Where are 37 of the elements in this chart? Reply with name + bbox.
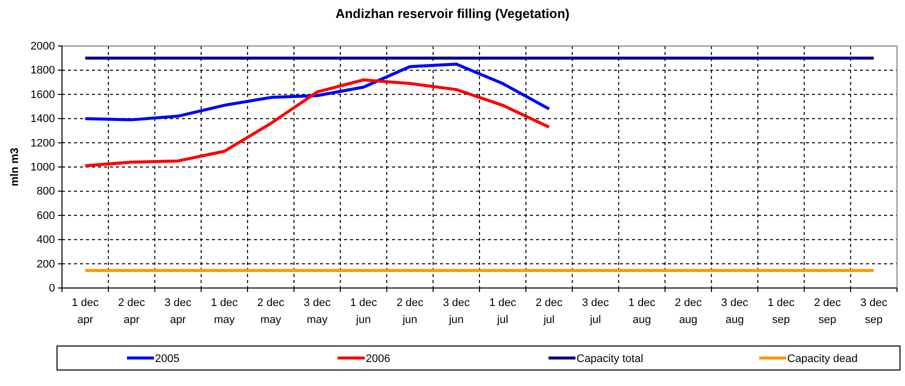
y-tick-label: 2000 [30,40,55,53]
x-tick-label: 3 dec jul [582,297,610,326]
y-tick-label: 1800 [30,64,55,77]
x-tick-label: 3 dec aug [721,297,749,326]
y-axis-title: mln m3 [9,148,21,186]
y-tick-label: 1200 [30,137,55,150]
y-tick-label: 1600 [30,88,55,101]
y-tick-label: 0 [48,282,55,295]
legend-label: 2006 [366,353,390,365]
legend-label: Capacity dead [787,353,858,365]
x-tick-label: 2 dec sep [814,297,842,326]
x-tick-label: 3 dec jun [442,297,470,326]
x-tick-label: 1 dec jul [489,297,517,326]
legend-label: Capacity total [576,353,644,365]
x-tick-label: 1 dec apr [72,297,100,326]
chart-title: Andizhan reservoir filling (Vegetation) [335,6,570,21]
x-tick-label: 2 dec aug [674,297,702,326]
x-tick-label: 2 dec jun [396,297,424,326]
x-tick-label: 1 dec jun [350,297,378,326]
x-tick-label: 1 dec sep [768,297,795,326]
y-tick-label: 800 [36,186,55,198]
y-tick-label: 1000 [30,162,55,174]
x-tick-label: 2 dec may [257,297,285,326]
x-tick-label: 3 dec sep [860,297,888,326]
x-tick-label: 3 dec apr [164,297,192,326]
line-series [84,78,551,168]
line-series [84,62,551,122]
x-tick-label: 1 dec aug [628,297,656,326]
legend-label: 2005 [155,353,180,365]
y-tick-label: 200 [36,258,55,270]
y-tick-label: 1400 [30,113,55,126]
y-tick-label: 600 [36,210,55,222]
x-tick-label: 1 dec may [210,297,238,326]
x-tick-label: 2 dec jul [536,297,564,326]
x-tick-label: 2 dec apr [118,297,146,326]
y-tick-label: 400 [36,234,55,246]
x-tick-label: 3 dec may [304,297,332,326]
